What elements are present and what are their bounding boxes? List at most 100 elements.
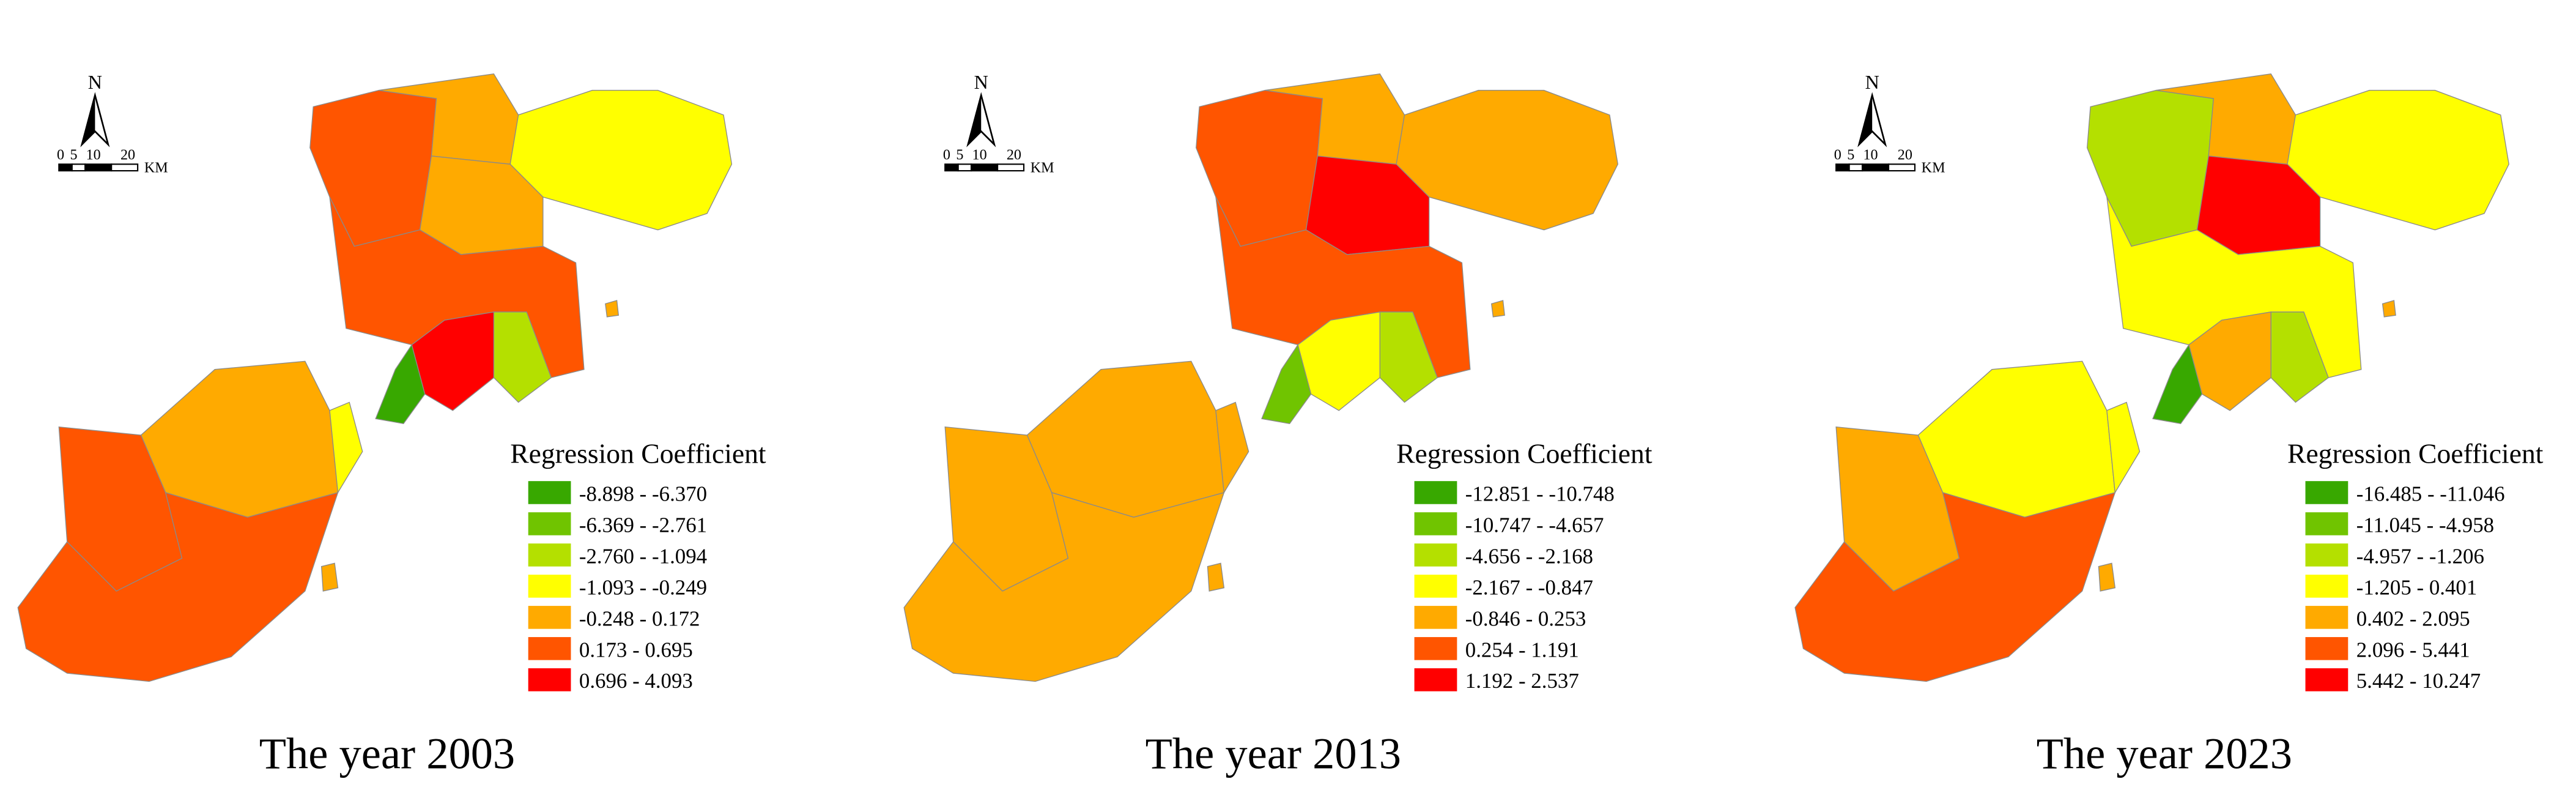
legend-swatch (528, 543, 571, 567)
region (1490, 300, 1505, 318)
scale-segment (997, 163, 1025, 172)
legend-label: 0.173 - 0.695 (579, 638, 693, 662)
region (2098, 562, 2116, 592)
region (2087, 89, 2215, 247)
scale-segment (111, 163, 139, 172)
legend-title: Regression Coefficient (2287, 438, 2544, 469)
scale-segment (1862, 163, 1890, 172)
scale-segment (957, 163, 972, 172)
legend-swatch (2305, 606, 2348, 629)
region (2152, 343, 2203, 424)
legend-label: -6.369 - -2.761 (579, 513, 707, 537)
scale-label: 10 (86, 146, 101, 163)
scale-segment (58, 163, 73, 172)
legend-swatch (1414, 606, 1457, 629)
panel-title: The year 2023 (2037, 729, 2292, 778)
region (1207, 562, 1225, 592)
legend-label: -0.846 - 0.253 (1465, 606, 1586, 630)
region (2382, 300, 2396, 318)
legend-label: -8.898 - -6.370 (579, 482, 707, 505)
scale-segment (1835, 163, 1850, 172)
legend-swatch (2305, 637, 2348, 660)
scale-label: 10 (1863, 146, 1878, 163)
scale-unit: KM (1031, 160, 1054, 176)
north-arrow-fill (968, 95, 982, 145)
scale-label: 0 (57, 146, 64, 163)
map-panel: N 0 5 10 20 KM Regression Coefficient -16.485 -… (1794, 71, 2544, 778)
north-arrow-fill (81, 95, 95, 145)
north-label: N (88, 71, 102, 93)
legend-swatch (2305, 543, 2348, 567)
north-arrow-fill (1859, 95, 1873, 145)
legend-swatch (1414, 668, 1457, 692)
legend-label: -4.957 - -1.206 (2356, 544, 2484, 568)
region (309, 89, 437, 247)
scale-segment (944, 163, 959, 172)
scale-label: 5 (956, 146, 963, 163)
legend-label: 0.254 - 1.191 (1465, 638, 1579, 662)
scale-segment (971, 163, 999, 172)
legend-swatch (2305, 668, 2348, 692)
legend-swatch (528, 637, 571, 660)
scale-segment (1848, 163, 1864, 172)
region (1196, 89, 1323, 247)
scale-segment (84, 163, 113, 172)
legend-label: -1.093 - -0.249 (579, 575, 707, 599)
legend-swatch (528, 606, 571, 629)
legend-label: 2.096 - 5.441 (2356, 638, 2470, 662)
scale-label: 5 (70, 146, 77, 163)
region (320, 562, 339, 592)
legend-label: -10.747 - -4.657 (1465, 513, 1604, 537)
legend-label: -2.167 - -0.847 (1465, 575, 1593, 599)
region (2106, 401, 2141, 494)
legend-swatch (528, 668, 571, 692)
scale-label: 5 (1847, 146, 1854, 163)
scale-segment (1887, 163, 1916, 172)
legend-swatch (1414, 637, 1457, 660)
legend-label: -11.045 - -4.958 (2356, 513, 2494, 537)
north-label: N (974, 71, 988, 93)
map-panel: N 0 5 10 20 KM Regression Coefficient -8.898 - … (17, 71, 766, 778)
legend-title: Regression Coefficient (510, 438, 766, 469)
legend-label: 0.402 - 2.095 (2356, 606, 2470, 630)
scale-label: 20 (1007, 146, 1021, 163)
legend-label: 1.192 - 2.537 (1465, 669, 1579, 693)
region (605, 300, 620, 318)
legend-label: 5.442 - 10.247 (2356, 669, 2481, 693)
scale-label: 20 (120, 146, 135, 163)
region (329, 401, 363, 494)
scale-unit: KM (1922, 160, 1945, 176)
scale-unit: KM (144, 160, 168, 176)
scale-label: 20 (1898, 146, 1912, 163)
legend-label: -0.248 - 0.172 (579, 606, 700, 630)
legend-label: -1.205 - 0.401 (2356, 575, 2478, 599)
legend-swatch (2305, 481, 2348, 504)
legend-swatch (528, 575, 571, 598)
scale-label: 0 (1834, 146, 1841, 163)
panel-title: The year 2013 (1146, 729, 1401, 778)
scale-label: 10 (972, 146, 987, 163)
legend-label: -4.656 - -2.168 (1465, 544, 1593, 568)
legend-label: 0.696 - 4.093 (579, 669, 693, 693)
panel-title: The year 2003 (259, 729, 515, 778)
legend-label: -16.485 - -11.046 (2356, 482, 2505, 505)
legend-swatch (528, 481, 571, 504)
legend-swatch (1414, 575, 1457, 598)
map-panel: N 0 5 10 20 KM Regression Coefficient -12.851 -… (903, 71, 1653, 778)
legend-swatch (528, 512, 571, 535)
legend-swatch (2305, 575, 2348, 598)
legend-label: -12.851 - -10.748 (1465, 482, 1615, 505)
region (1261, 343, 1312, 424)
legend-swatch (1414, 481, 1457, 504)
legend-label: -2.760 - -1.094 (579, 544, 707, 568)
legend-swatch (1414, 512, 1457, 535)
legend-swatch (2305, 512, 2348, 535)
region (375, 343, 426, 424)
scale-segment (71, 163, 86, 172)
region (1215, 401, 1249, 494)
north-label: N (1865, 71, 1879, 93)
scale-label: 0 (943, 146, 950, 163)
legend-swatch (1414, 543, 1457, 567)
